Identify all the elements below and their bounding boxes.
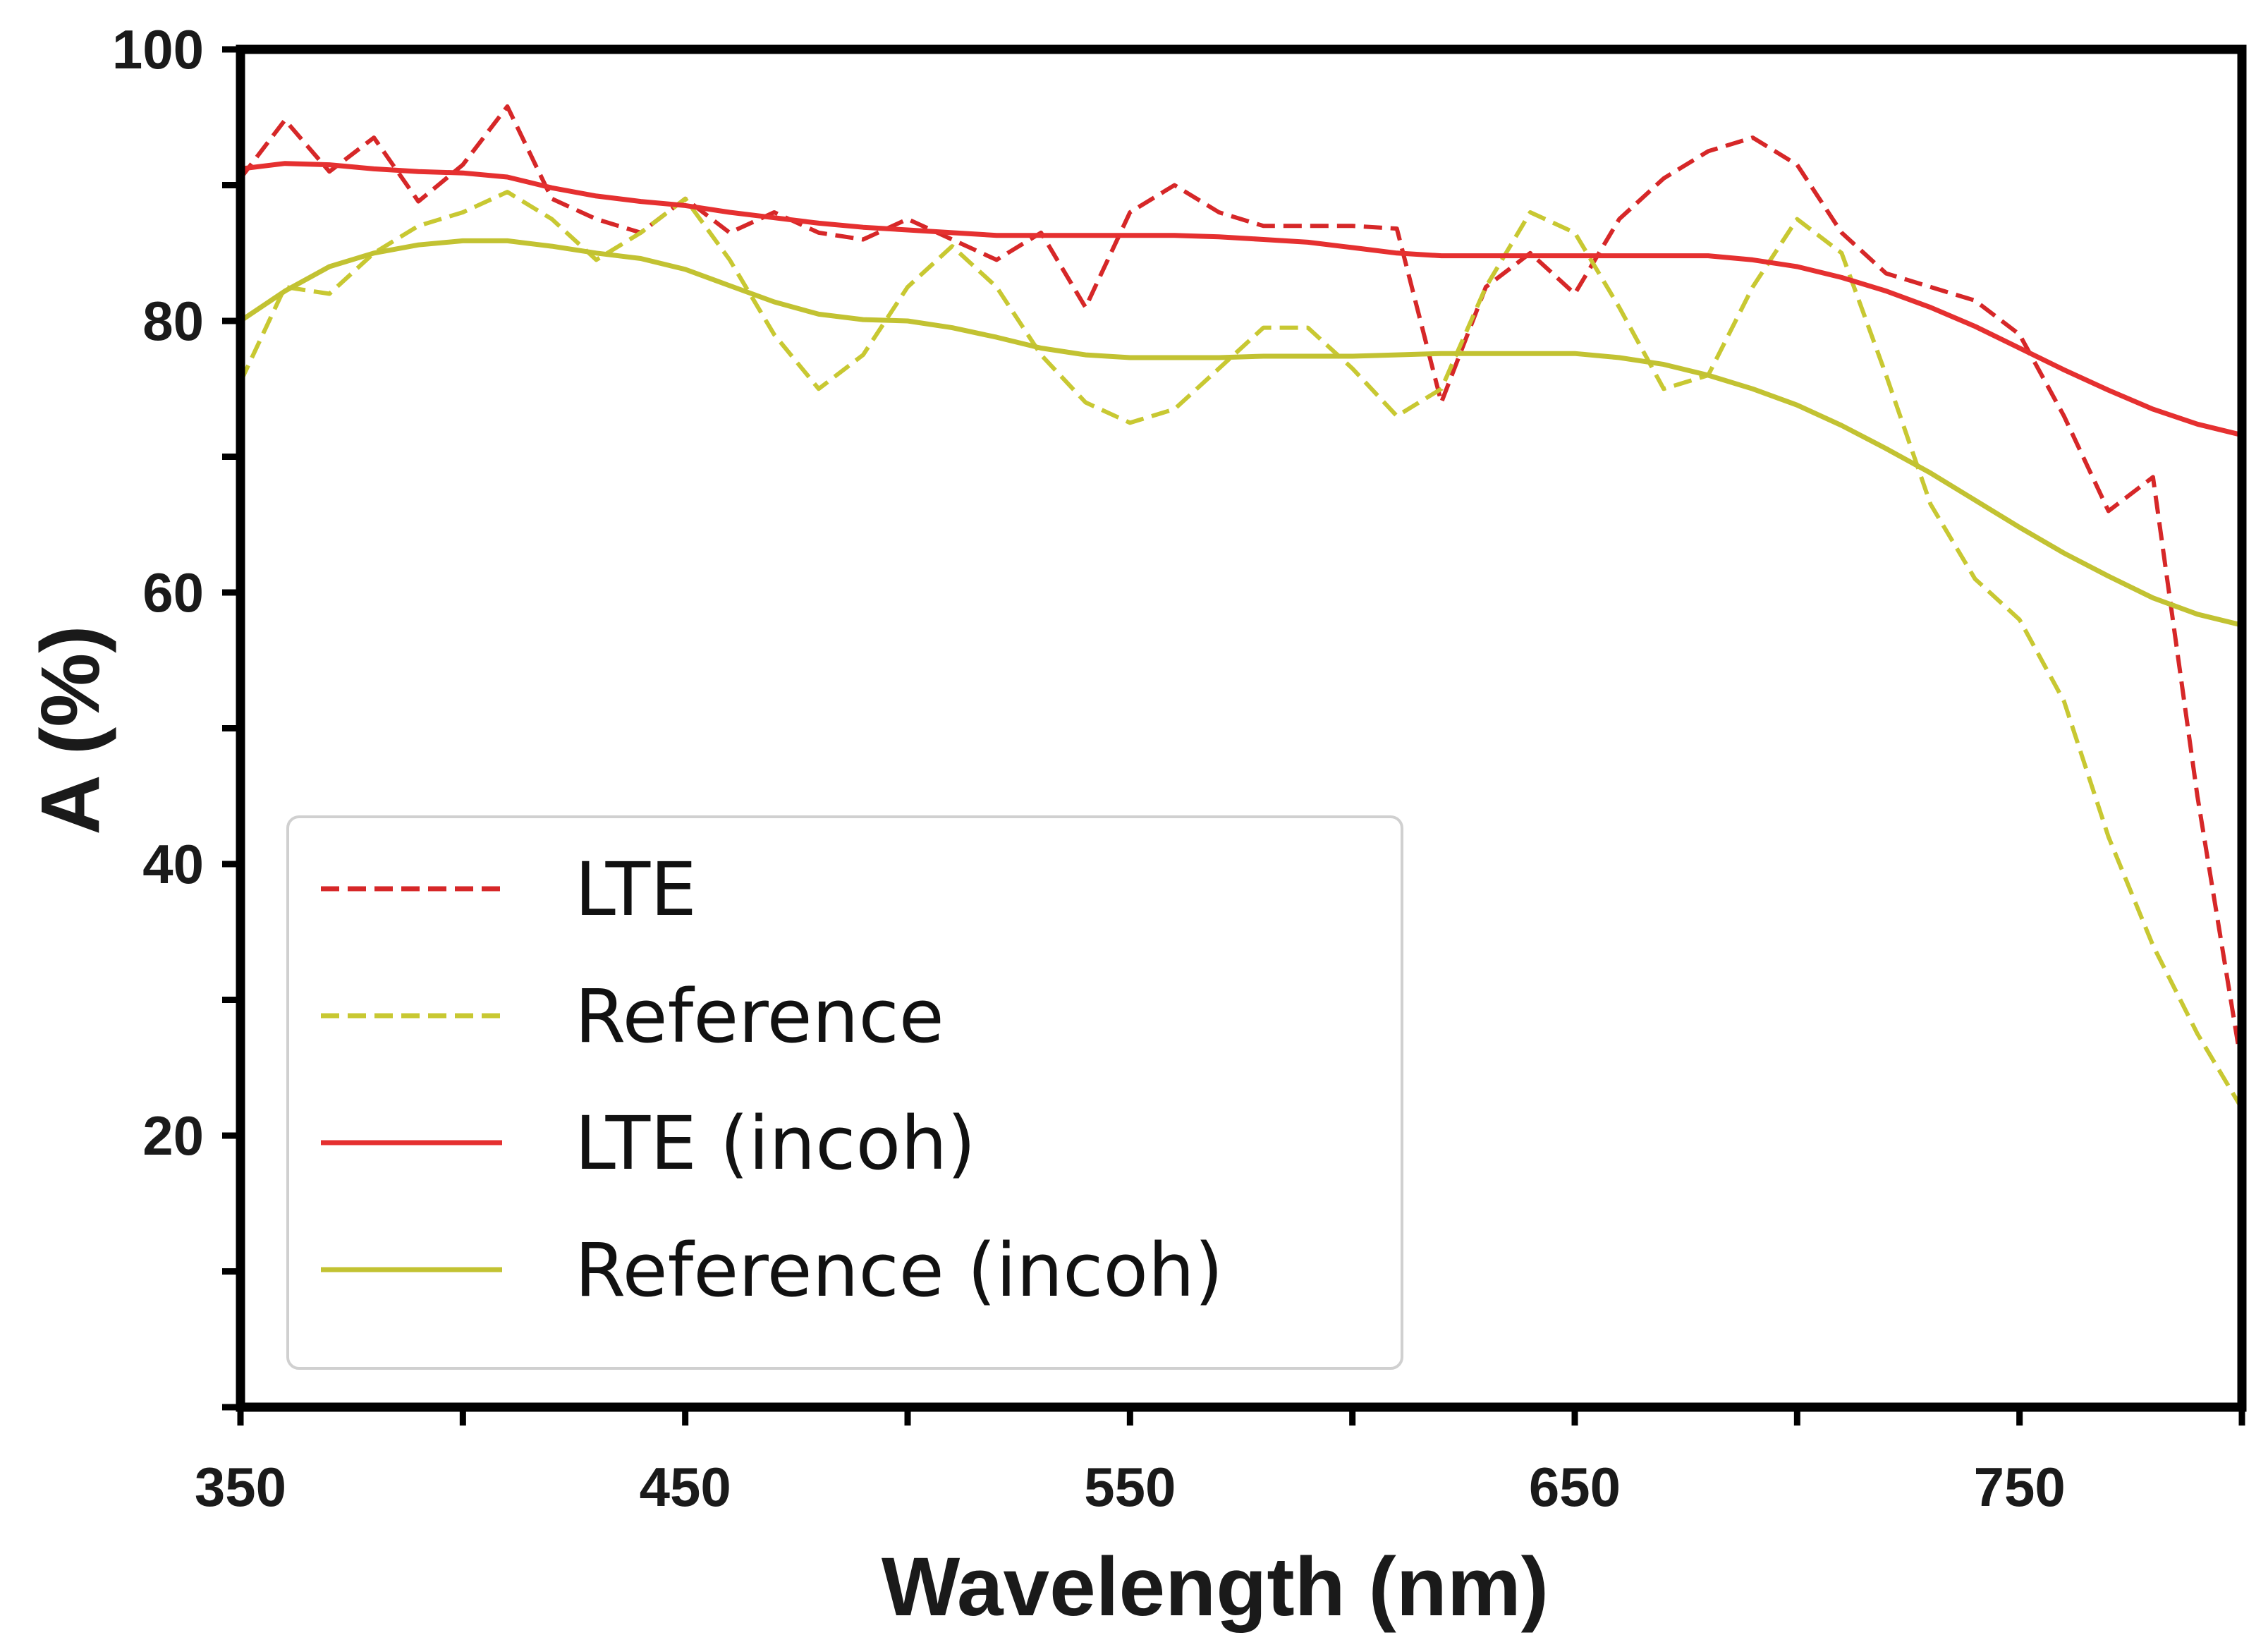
series-line-reference-incoh <box>240 238 2242 628</box>
x-tick-label: 550 <box>1084 1456 1176 1518</box>
legend-label: Reference (incoh) <box>575 1227 1223 1313</box>
legend-box <box>286 815 1403 1370</box>
series-line-reference <box>240 190 2242 1110</box>
legend-label: Reference <box>575 973 944 1059</box>
y-tick-label: 20 <box>142 1105 204 1167</box>
legend: LTE Reference LTE (incoh) Reference (incoh) <box>286 815 1403 1370</box>
x-axis-title: Wavelength (nm) <box>882 1540 1549 1634</box>
legend-label: LTE (incoh) <box>575 1100 976 1186</box>
x-tick-label: 450 <box>640 1456 731 1518</box>
x-tick-labels: 350 450 550 650 750 <box>195 1456 2066 1518</box>
y-tick-label: 80 <box>142 290 204 352</box>
x-tick-label: 350 <box>195 1456 286 1518</box>
x-tick-label: 750 <box>1974 1456 2066 1518</box>
y-tick-label: 40 <box>142 833 204 895</box>
series-lines <box>240 104 2242 1110</box>
legend-entries: LTE Reference LTE (incoh) Reference (incoh) <box>321 846 1223 1313</box>
series-line-lte <box>240 104 2242 1069</box>
plot-frame <box>236 44 2247 1412</box>
legend-label: LTE <box>575 846 697 932</box>
y-tick-label: 60 <box>142 561 204 624</box>
y-axis-title: A (%) <box>24 625 117 834</box>
y-tick-label: 100 <box>112 18 204 80</box>
y-tick-labels: 20 40 60 80 100 <box>112 18 204 1167</box>
x-tick-label: 650 <box>1529 1456 1621 1518</box>
series-line-lte-incoh <box>240 161 2242 438</box>
